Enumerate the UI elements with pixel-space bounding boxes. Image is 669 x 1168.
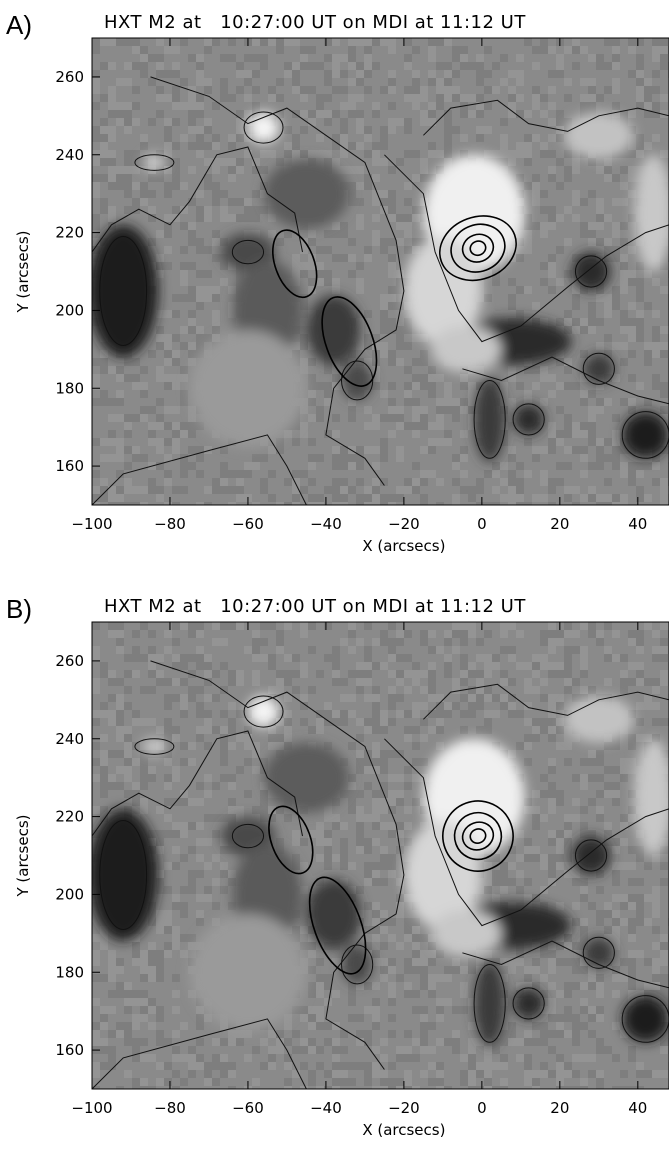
x-tick-label: −60: [232, 1099, 264, 1117]
magnetogram-image: [92, 38, 669, 505]
x-tick-label: −40: [310, 515, 342, 533]
y-tick-label: 260: [55, 68, 84, 86]
plot-frame: [91, 37, 669, 506]
x-tick-label: −80: [154, 515, 186, 533]
x-axis-label: X (arcsecs): [362, 537, 445, 555]
y-tick-label: 200: [55, 301, 84, 319]
x-tick-label: −100: [71, 1099, 112, 1117]
x-tick-label: 20: [550, 515, 569, 533]
y-tick-label: 180: [55, 379, 84, 397]
contour-ring: [574, 839, 608, 872]
y-tick-label: 220: [55, 224, 84, 242]
hxt-source-contour: [450, 223, 506, 273]
panel-b: B) HXT M2 at 10:27:00 UT on MDI at 11:12…: [0, 584, 669, 1168]
panel-a: A) HXT M2 at 10:27:00 UT on MDI at 11:12…: [6, 10, 669, 555]
panel-letter: A): [6, 10, 32, 40]
contour-ring: [582, 936, 615, 969]
panel-title: HXT M2 at 10:27:00 UT on MDI at 11:12 UT: [104, 12, 526, 33]
hxt-source-contour: [272, 229, 318, 299]
contour-line: [384, 738, 669, 927]
contour-ring: [341, 944, 374, 985]
contour-ring: [341, 360, 374, 401]
contour-line: [92, 1018, 307, 1089]
x-axis-label: X (arcsecs): [362, 1121, 445, 1139]
x-tick-label: 20: [550, 1099, 569, 1117]
hxt-source-contour: [321, 296, 378, 387]
contour-ring: [134, 738, 175, 755]
y-tick-label: 200: [55, 885, 84, 903]
y-tick-label: 260: [55, 652, 84, 670]
contour-ring: [99, 819, 148, 930]
contour-line: [462, 940, 669, 989]
y-tick-label: 240: [55, 730, 84, 748]
contour-ring: [512, 403, 545, 436]
x-tick-label: −60: [232, 515, 264, 533]
contour-line: [423, 683, 669, 720]
contour-ring: [574, 255, 608, 288]
contour-ring: [134, 154, 175, 171]
hxt-source-contour: [461, 821, 495, 851]
contour-ring: [582, 352, 615, 385]
x-tick-label: −80: [154, 1099, 186, 1117]
magnetogram-contours: [92, 660, 669, 1089]
y-tick-label: 160: [55, 1041, 84, 1059]
contour-line: [462, 356, 669, 405]
y-tick-label: 220: [55, 808, 84, 826]
contour-ring: [231, 239, 265, 265]
hxt-contours: [268, 800, 514, 975]
y-tick-label: 240: [55, 146, 84, 164]
plot-frame: [91, 621, 669, 1090]
contour-line: [92, 434, 307, 505]
contour-ring: [473, 379, 506, 459]
contour-line: [150, 76, 405, 486]
hxt-source-contour: [308, 876, 367, 975]
hxt-source-contour: [442, 800, 514, 872]
magnetogram-regions: [92, 111, 669, 463]
magnetogram-contours: [92, 76, 669, 505]
panel-title: HXT M2 at 10:27:00 UT on MDI at 11:12 UT: [104, 596, 526, 617]
contour-line: [423, 99, 669, 136]
y-tick-label: 180: [55, 963, 84, 981]
y-axis-label: Y (arcsecs): [14, 814, 32, 897]
contour-line: [384, 154, 669, 343]
x-tick-label: 0: [477, 515, 487, 533]
hxt-source-contour: [469, 240, 487, 257]
y-axis-label: Y (arcsecs): [14, 230, 32, 313]
magnetogram-plot: −100 −80 −60 −40 −20 0 20 40 160 180 200 220 240 260 X…: [14, 37, 669, 555]
magnetogram-plot: −100 −80 −60 −40 −20 0 20 40 160 180 200 220 240 260 X…: [14, 621, 669, 1139]
hxt-source-contour: [439, 215, 517, 282]
x-tick-label: −20: [388, 1099, 420, 1117]
x-tick-label: 40: [628, 1099, 647, 1117]
x-tick-label: −40: [310, 1099, 342, 1117]
hxt-source-contour: [461, 233, 495, 263]
magnetogram-image: [92, 622, 669, 1089]
contour-line: [92, 146, 303, 253]
hxt-source-contour: [453, 811, 503, 861]
contour-line: [150, 660, 405, 1070]
hxt-source-contour: [268, 805, 314, 875]
hxt-source-contour: [469, 828, 487, 844]
contour-ring: [243, 111, 284, 144]
contour-ring: [473, 963, 506, 1043]
contour-ring: [243, 695, 284, 728]
contour-ring: [512, 987, 545, 1020]
x-tick-label: −20: [388, 515, 420, 533]
y-tick-label: 160: [55, 457, 84, 475]
x-tick-label: 0: [477, 1099, 487, 1117]
panel-letter: B): [6, 594, 32, 624]
x-tick-label: −100: [71, 515, 112, 533]
contour-ring: [99, 235, 148, 346]
contour-line: [92, 730, 303, 837]
x-tick-label: 40: [628, 515, 647, 533]
hxt-contours: [272, 215, 517, 387]
contour-ring: [231, 823, 265, 849]
